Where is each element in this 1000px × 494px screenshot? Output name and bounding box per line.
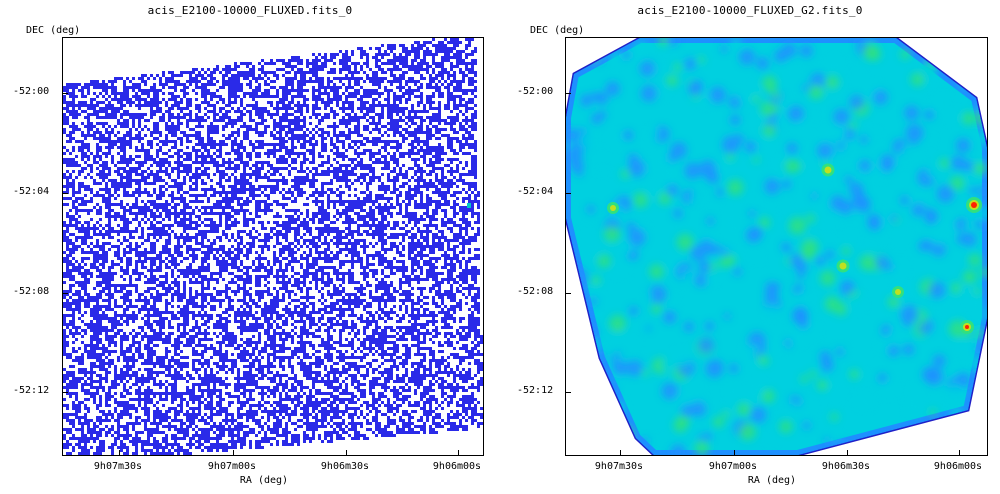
pixel-noise xyxy=(63,38,483,455)
y-tick-mark xyxy=(566,293,571,294)
point-source xyxy=(839,262,847,270)
y-tick-mark xyxy=(566,93,571,94)
panel-title: acis_E2100-10000_FLUXED.fits_0 xyxy=(147,4,353,17)
x-tick-mark xyxy=(620,450,621,455)
x-tick-label: 9h07m00s xyxy=(708,461,758,472)
source-core xyxy=(971,202,977,208)
x-axis-label: RA (deg) xyxy=(747,475,797,486)
x-tick-label: 9h07m30s xyxy=(93,461,143,472)
y-tick-label: -52:08 xyxy=(13,286,50,297)
y-axis-label: DEC (deg) xyxy=(530,25,585,36)
right-panel: acis_E2100-10000_FLUXED_G2.fits_0 DEC (d… xyxy=(500,0,1000,494)
x-tick-mark xyxy=(233,450,234,455)
fluxed-image xyxy=(63,38,483,455)
x-tick-label: 9h07m00s xyxy=(207,461,257,472)
y-tick-label: -52:08 xyxy=(517,286,554,297)
source-core xyxy=(965,325,969,329)
y-tick-label: -52:12 xyxy=(517,385,554,396)
x-tick-mark xyxy=(959,450,960,455)
panel-title: acis_E2100-10000_FLUXED_G2.fits_0 xyxy=(637,4,863,17)
x-tick-label: 9h06m00s xyxy=(432,461,482,472)
y-tick-mark xyxy=(63,93,68,94)
x-tick-label: 9h07m30s xyxy=(594,461,644,472)
x-tick-label: 9h06m00s xyxy=(933,461,983,472)
x-tick-mark xyxy=(734,450,735,455)
point-source xyxy=(610,205,616,211)
y-tick-label: -52:04 xyxy=(517,186,554,197)
x-axis-label: RA (deg) xyxy=(239,475,289,486)
x-tick-mark xyxy=(847,450,848,455)
smoothed-image xyxy=(566,38,987,455)
point-source xyxy=(824,166,832,174)
y-tick-mark xyxy=(63,392,68,393)
point-source xyxy=(895,289,901,295)
y-tick-mark xyxy=(63,293,68,294)
x-tick-mark xyxy=(458,450,459,455)
image-frame-smoothed[interactable] xyxy=(565,37,988,456)
y-tick-mark xyxy=(566,193,571,194)
y-tick-label: -52:12 xyxy=(13,385,50,396)
x-tick-mark xyxy=(119,450,120,455)
smoothed-field xyxy=(566,38,987,455)
y-tick-label: -52:00 xyxy=(13,86,50,97)
x-tick-label: 9h06m30s xyxy=(821,461,871,472)
x-tick-label: 9h06m30s xyxy=(320,461,370,472)
y-tick-label: -52:00 xyxy=(517,86,554,97)
x-tick-mark xyxy=(346,450,347,455)
left-panel: acis_E2100-10000_FLUXED.fits_0 DEC (deg)… xyxy=(13,4,484,486)
bright-source-pixel xyxy=(467,203,471,208)
y-axis-label: DEC (deg) xyxy=(26,25,81,36)
y-tick-label: -52:04 xyxy=(13,186,50,197)
y-tick-mark xyxy=(63,193,68,194)
y-tick-mark xyxy=(566,392,571,393)
image-frame-fluxed[interactable] xyxy=(62,37,484,456)
